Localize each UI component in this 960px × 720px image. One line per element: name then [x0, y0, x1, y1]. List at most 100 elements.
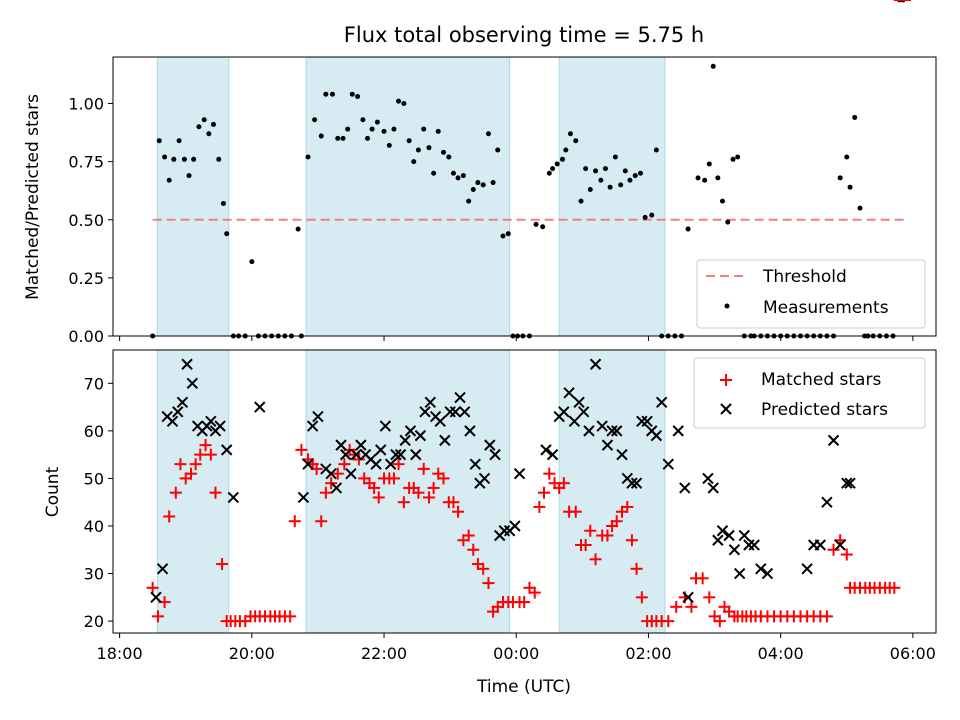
measurement-point — [210, 121, 216, 127]
measurement-point — [837, 175, 843, 181]
bottom-y-axis-label: Count — [43, 466, 63, 517]
matched-star-marker — [820, 610, 833, 623]
predicted-star-marker — [205, 415, 217, 428]
matched-star-marker — [579, 539, 592, 552]
predicted-star-marker — [748, 539, 760, 551]
predicted-star-marker — [611, 425, 623, 437]
predicted-star-marker — [755, 563, 767, 575]
measurement-point — [719, 198, 725, 204]
measurement-point — [446, 154, 452, 160]
predicted-star-marker — [672, 425, 684, 437]
predicted-star-marker — [558, 406, 570, 418]
measurement-point — [196, 124, 202, 130]
bottom-y-tick-label: 30 — [84, 565, 104, 584]
x-tick-label: 22:00 — [361, 644, 407, 663]
predicted-star-marker — [573, 396, 585, 409]
matched-star-marker — [437, 472, 450, 485]
top-legend-box — [696, 259, 926, 329]
measurement-point — [573, 138, 579, 144]
measurement-point — [166, 177, 172, 183]
matched-star-marker — [670, 600, 683, 613]
measurement-point — [632, 173, 638, 179]
predicted-star-marker — [702, 472, 714, 485]
matched-star-marker — [417, 462, 430, 475]
predicted-star-marker — [834, 539, 846, 551]
measurement-point — [426, 145, 432, 151]
predicted-star-marker — [172, 406, 184, 418]
predicted-star-marker — [733, 567, 746, 580]
measurement-point — [460, 173, 466, 179]
top-y-axis-label: Matched/Predicted stars — [23, 94, 43, 300]
measurement-point — [386, 142, 392, 148]
predicted-star-marker — [707, 482, 719, 494]
shaded-region-1 — [156, 56, 230, 337]
matched-star-marker — [427, 481, 440, 494]
matched-star-marker — [315, 515, 328, 528]
matched-star-marker — [392, 458, 405, 471]
measurement-point — [374, 119, 380, 125]
measurement-point — [305, 154, 311, 160]
predicted-star-marker — [375, 444, 387, 456]
matched-star-marker — [284, 610, 297, 623]
predicted-star-marker — [641, 415, 653, 428]
measurement-point — [421, 126, 427, 132]
matched-legend-label: Matched stars — [761, 370, 881, 390]
measurement-point — [602, 166, 608, 172]
predicted-star-marker — [306, 420, 319, 432]
predicted-star-marker — [814, 539, 827, 551]
measurement-point — [345, 126, 351, 132]
predicted-star-marker — [821, 496, 833, 508]
predicted-star-marker — [297, 491, 310, 504]
predicted-star-marker — [355, 439, 367, 451]
predicted-star-marker — [596, 420, 608, 432]
matched-star-marker — [543, 467, 556, 480]
predicted-star-marker — [546, 448, 559, 461]
threshold-legend-label: Threshold — [762, 267, 847, 287]
measurement-point — [638, 170, 644, 176]
top-y-tick-label: 0.25 — [68, 269, 104, 288]
predicted-star-marker — [404, 425, 417, 437]
predicted-star-marker — [655, 396, 668, 409]
predicted-star-marker — [312, 410, 324, 423]
matched-star-marker — [295, 443, 308, 456]
matched-star-marker — [452, 505, 465, 518]
measurement-point — [593, 168, 599, 174]
predicted-star-marker — [616, 448, 628, 461]
measurement-point — [500, 233, 506, 239]
matched-star-marker — [827, 543, 840, 556]
bottom-plot-frame — [112, 349, 937, 634]
measurement-point — [642, 214, 648, 220]
matched-star-marker — [518, 596, 531, 609]
matched-star-marker — [146, 581, 159, 594]
predicted-star-marker — [186, 377, 199, 390]
measurement-point — [360, 117, 366, 123]
measurement-point — [612, 154, 618, 160]
predicted-star-marker — [827, 434, 840, 447]
measurement-point — [249, 259, 255, 265]
predicted-star-marker — [606, 425, 618, 437]
matched-star-marker — [331, 467, 344, 480]
measurement-point — [206, 131, 212, 137]
matched-star-marker — [713, 615, 726, 628]
predicted-star-marker — [682, 591, 694, 604]
measurement-point — [735, 154, 741, 160]
matched-star-marker — [533, 500, 546, 513]
matched-star-marker — [422, 491, 435, 504]
measurement-point — [598, 177, 604, 183]
measurement-point — [466, 198, 472, 204]
measurement-point — [490, 180, 496, 186]
matched-star-marker — [589, 553, 602, 566]
measurement-point — [318, 133, 324, 139]
measurement-point — [627, 177, 633, 183]
measurement-point — [852, 114, 858, 120]
predicted-star-marker — [254, 401, 266, 413]
predicted-star-marker — [841, 477, 853, 489]
measurement-point — [162, 154, 168, 160]
measurement-point — [847, 184, 853, 190]
predicted-star-marker — [589, 358, 602, 370]
predicted-star-marker — [679, 482, 691, 494]
matched-star-marker — [703, 591, 716, 604]
measurement-point — [567, 131, 573, 137]
predicted-star-marker — [489, 448, 501, 461]
